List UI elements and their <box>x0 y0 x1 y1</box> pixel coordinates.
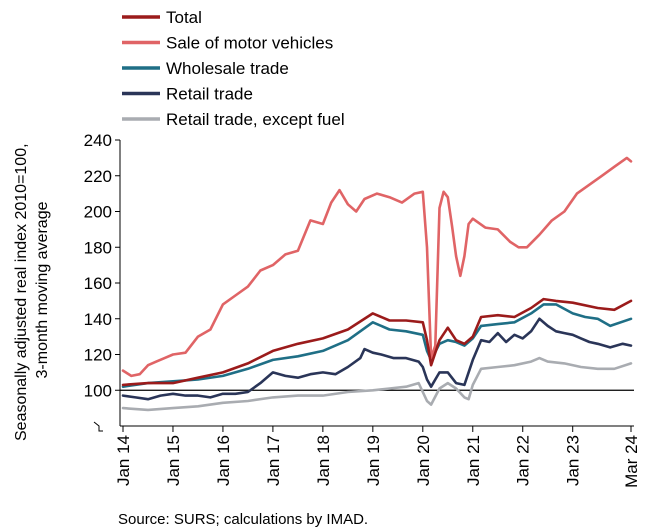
x-tick-label: Jan 14 <box>114 435 133 486</box>
y-tick-label: 200 <box>84 203 112 222</box>
legend-label-sale-of-motor-vehicles: Sale of motor vehicles <box>166 34 333 53</box>
y-tick-label: 120 <box>84 346 112 365</box>
y-tick-label: 140 <box>84 310 112 329</box>
y-tick-label: 100 <box>84 381 112 400</box>
y-tick-label: 220 <box>84 167 112 186</box>
plot-area <box>121 156 633 412</box>
x-tick-label: Jan 16 <box>214 435 233 486</box>
axes: 100 120 140 160 180 200 220 240 Jan 14 Jan 15 Jan … <box>84 131 641 488</box>
x-tick-label: Mar 24 <box>622 435 641 488</box>
y-axis-title-line-1: Seasonally adjusted real index 2010=100, <box>13 143 30 441</box>
x-tick-label: Jan 19 <box>364 435 383 486</box>
series-line-total <box>121 297 633 387</box>
y-tick-label: 180 <box>84 238 112 257</box>
x-tick-label: Jan 20 <box>414 435 433 486</box>
series-line-wholesale-trade <box>121 303 633 388</box>
legend: Total Sale of motor vehicles Wholesale t… <box>122 8 345 129</box>
legend-label-wholesale-trade: Wholesale trade <box>166 59 289 78</box>
x-tick-label: Jan 23 <box>564 435 583 486</box>
x-tick-label: Jan 22 <box>514 435 533 486</box>
legend-label-retail-trade: Retail trade <box>166 85 253 104</box>
x-tick-label: Jan 21 <box>464 435 483 486</box>
legend-label-retail-trade-except-fuel: Retail trade, except fuel <box>166 110 345 129</box>
series-line-retail-trade-except-fuel <box>121 356 633 412</box>
source-note: Source: SURS; calculations by IMAD. <box>118 511 368 528</box>
y-tick-label: 240 <box>84 131 112 150</box>
x-tick-label: Jan 15 <box>164 435 183 486</box>
series-line-sale-of-motor-vehicles <box>121 156 633 378</box>
y-axis-title: Seasonally adjusted real index 2010=100,… <box>13 139 51 441</box>
y-tick-label: 160 <box>84 274 112 293</box>
y-axis-title-line-2: 3-month moving average <box>34 201 51 378</box>
x-tick-label: Jan 18 <box>314 435 333 486</box>
series-line-retail-trade <box>121 317 633 401</box>
legend-label-total: Total <box>166 8 202 27</box>
axis-break-marker <box>93 421 103 432</box>
x-tick-label: Jan 17 <box>264 435 283 486</box>
